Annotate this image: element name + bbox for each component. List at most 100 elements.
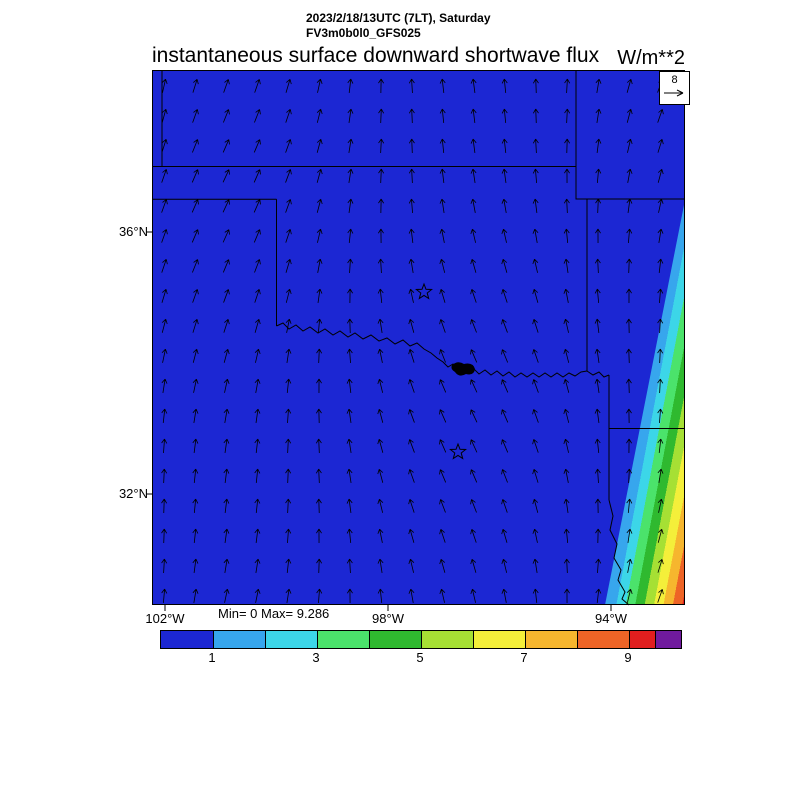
wind-arrow-icon — [594, 408, 601, 423]
wind-arrow-icon — [347, 198, 354, 213]
wind-arrow-icon — [657, 318, 664, 334]
wind-arrow-icon — [657, 378, 664, 394]
wind-arrow-icon — [501, 198, 508, 213]
wind-arrow-icon — [564, 168, 570, 184]
wind-arrow-icon — [657, 258, 664, 273]
wind-arrow-icon — [316, 318, 323, 334]
wind-arrow-icon — [285, 528, 292, 544]
wind-arrow-icon — [657, 288, 664, 304]
longitude-tick-label: 98°W — [372, 611, 404, 626]
colorbar-segment — [265, 631, 317, 648]
wind-arrow-icon — [161, 169, 168, 183]
wind-arrow-icon — [408, 499, 415, 513]
wind-arrow-icon — [316, 558, 323, 574]
wind-arrow-icon — [439, 439, 447, 453]
wind-arrow-icon — [501, 168, 508, 183]
wind-arrow-icon — [408, 528, 415, 543]
wind-arrow-icon — [377, 288, 384, 304]
wind-arrow-icon — [439, 168, 446, 183]
city-star-icon — [449, 442, 467, 460]
latitude-tick-label: 32°N — [118, 486, 148, 501]
wind-arrow-icon — [439, 78, 446, 93]
wind-arrow-icon — [285, 438, 292, 454]
wind-arrow-icon — [161, 498, 168, 514]
wind-arrow-icon — [346, 468, 353, 483]
wind-arrow-icon — [377, 468, 384, 483]
wind-arrow-icon — [532, 558, 539, 573]
wind-arrow-icon — [657, 438, 664, 454]
wind-arrow-icon — [346, 498, 353, 513]
wind-arrow-icon — [657, 559, 664, 573]
wind-arrow-icon — [470, 78, 477, 93]
wind-arrow-icon — [316, 528, 322, 544]
wind-arrow-icon — [161, 108, 168, 123]
wind-arrow-icon — [408, 588, 415, 603]
wind-arrow-icon — [595, 78, 602, 93]
wind-arrow-icon — [315, 408, 322, 424]
wind-arrow-icon — [408, 409, 415, 423]
wind-arrow-icon — [501, 108, 508, 124]
wind-arrow-icon — [595, 168, 602, 184]
colorbar-segment — [421, 631, 473, 648]
wind-arrow-icon — [285, 109, 292, 123]
wind-arrow-icon — [595, 588, 602, 603]
wind-arrow-icon — [223, 378, 230, 393]
wind-arrow-icon — [192, 139, 199, 153]
wind-arrow-icon — [254, 259, 261, 273]
wind-arrow-icon — [254, 348, 261, 363]
wind-arrow-icon — [223, 438, 230, 453]
wind-arrow-icon — [595, 138, 602, 153]
wind-arrow-icon — [657, 109, 664, 123]
wind-arrow-icon — [254, 79, 261, 93]
wind-arrow-icon — [501, 319, 508, 333]
wind-arrow-icon — [315, 498, 322, 514]
wind-arrow-icon — [254, 558, 261, 573]
wind-arrow-icon — [470, 588, 477, 603]
wind-arrow-icon — [501, 469, 508, 483]
wind-arrow-icon — [532, 588, 539, 604]
wind-arrow-icon — [501, 78, 508, 94]
colorbar-tick-label: 3 — [312, 650, 320, 665]
wind-arrow-icon — [378, 198, 385, 214]
wind-arrow-icon — [439, 499, 446, 513]
wind-arrow-icon — [532, 409, 539, 423]
wind-arrow-icon — [377, 408, 384, 423]
wind-arrow-icon — [439, 258, 446, 273]
wind-arrow-icon — [532, 228, 539, 243]
wind-arrow-icon — [563, 228, 570, 244]
sunrise-terminator-wedge — [605, 200, 685, 605]
wind-arrow-icon — [254, 408, 261, 423]
wind-arrow-icon — [347, 108, 354, 123]
colorbar-tick-label: 1 — [208, 650, 216, 665]
map-background — [152, 70, 685, 605]
wind-arrow-icon — [161, 139, 168, 153]
wind-arrow-icon — [222, 199, 230, 213]
wind-arrow-icon — [470, 108, 477, 123]
wind-arrow-icon — [254, 528, 261, 543]
wind-arrow-icon — [346, 348, 353, 364]
wind-arrow-icon — [377, 258, 384, 274]
wind-arrow-icon — [347, 588, 353, 604]
state-borders — [152, 70, 685, 606]
wind-arrow-icon — [161, 408, 168, 424]
wind-arrow-icon — [532, 469, 539, 483]
wind-arrow-icon — [161, 78, 168, 93]
wind-arrow-icon — [439, 558, 446, 573]
wind-arrow-icon — [408, 108, 415, 124]
wind-arrow-icon — [161, 378, 168, 393]
wind-arrow-icon — [439, 529, 446, 543]
wind-arrow-icon — [408, 258, 415, 273]
wind-arrow-icon — [161, 438, 168, 454]
wind-arrow-icon — [501, 409, 509, 423]
colorbar-segment — [655, 631, 681, 648]
colorbar-tick-label: 7 — [520, 650, 528, 665]
wind-arrow-icon — [254, 468, 261, 484]
wind-arrow-icon — [285, 288, 292, 303]
wind-arrow-icon — [285, 199, 292, 213]
wind-arrow-icon — [594, 378, 601, 393]
wind-arrow-icon — [161, 199, 168, 213]
wind-arrow-icon — [532, 288, 539, 303]
wind-arrow-icon — [626, 288, 632, 304]
wind-arrow-icon — [470, 499, 477, 513]
red-river — [276, 322, 588, 378]
